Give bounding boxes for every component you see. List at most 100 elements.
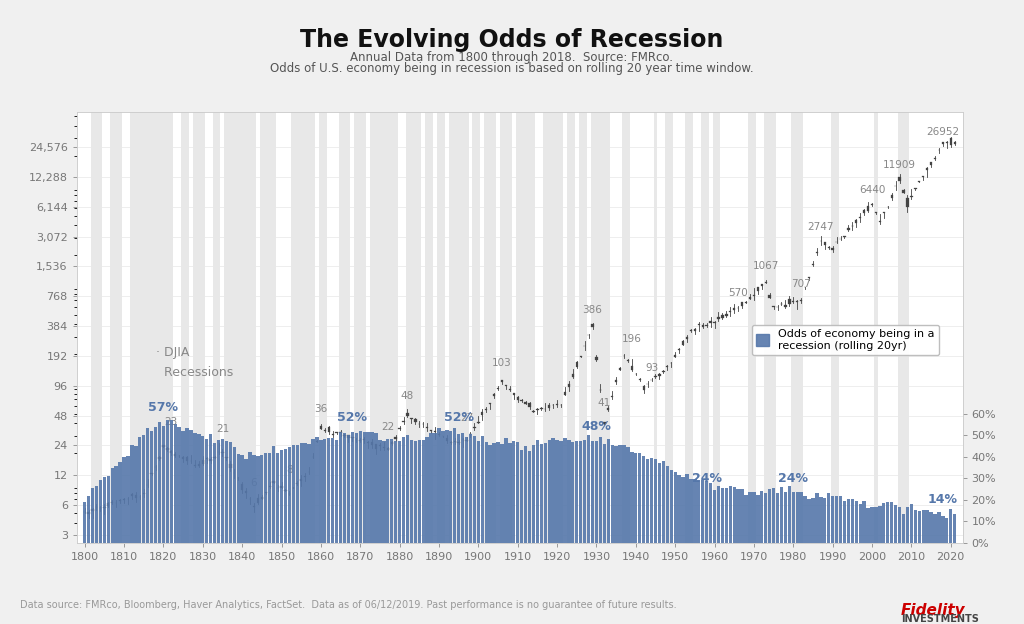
Text: 48%: 48% xyxy=(582,420,611,433)
Bar xyxy=(390,439,393,543)
Bar xyxy=(548,440,551,543)
Bar xyxy=(548,405,550,408)
Bar xyxy=(260,112,267,543)
Bar xyxy=(835,496,839,543)
Bar xyxy=(213,444,216,543)
Text: 6440: 6440 xyxy=(859,185,885,195)
Bar xyxy=(311,439,314,543)
Bar xyxy=(237,112,256,543)
Bar xyxy=(288,447,291,543)
Text: 14%: 14% xyxy=(928,494,957,506)
Bar xyxy=(579,441,583,543)
Bar xyxy=(229,464,231,467)
Bar xyxy=(862,501,866,543)
Bar xyxy=(406,436,410,543)
Text: 21: 21 xyxy=(216,424,229,434)
Bar xyxy=(347,436,349,437)
Bar xyxy=(540,408,543,409)
Bar xyxy=(134,446,137,543)
Bar xyxy=(303,112,315,543)
Bar xyxy=(111,468,114,543)
Bar xyxy=(729,485,732,543)
Bar xyxy=(757,287,759,291)
Bar xyxy=(339,432,342,543)
Bar xyxy=(83,502,86,543)
Text: Odds of U.S. economy being in recession is based on rolling 20 year time window.: Odds of U.S. economy being in recession … xyxy=(270,62,754,76)
Text: 24%: 24% xyxy=(691,472,722,485)
Bar xyxy=(934,158,936,159)
Bar xyxy=(768,295,771,298)
Text: Annual Data from 1800 through 2018.  Source: FMRco.: Annual Data from 1800 through 2018. Sour… xyxy=(350,51,674,64)
Bar xyxy=(410,440,413,543)
Bar xyxy=(780,487,783,543)
Bar xyxy=(221,452,223,453)
Bar xyxy=(158,422,161,543)
Bar xyxy=(284,449,287,543)
Bar xyxy=(253,505,255,507)
Bar xyxy=(784,305,786,307)
Bar xyxy=(375,444,377,449)
Bar xyxy=(898,507,901,543)
Bar xyxy=(701,480,705,543)
Bar xyxy=(866,507,869,543)
Bar xyxy=(909,504,913,543)
Bar xyxy=(154,427,158,543)
Bar xyxy=(913,510,918,543)
Bar xyxy=(930,162,932,165)
Bar xyxy=(367,432,370,543)
Bar xyxy=(141,112,173,543)
Bar xyxy=(839,496,842,543)
Text: 26952: 26952 xyxy=(927,127,959,137)
Bar xyxy=(497,442,500,543)
Bar xyxy=(552,438,555,543)
Bar xyxy=(245,459,248,543)
Bar xyxy=(387,448,389,450)
Bar xyxy=(162,445,165,447)
Bar xyxy=(146,428,150,543)
Bar xyxy=(653,112,657,543)
Bar xyxy=(520,450,523,543)
Bar xyxy=(339,112,350,543)
Bar xyxy=(555,112,563,543)
Bar xyxy=(426,427,428,428)
Bar xyxy=(281,486,283,487)
Bar xyxy=(678,475,681,543)
Bar xyxy=(303,443,307,543)
Bar xyxy=(933,514,937,543)
Bar xyxy=(375,434,378,543)
Bar xyxy=(362,432,366,543)
Bar xyxy=(595,357,598,361)
Bar xyxy=(98,480,102,543)
Bar xyxy=(224,441,228,543)
Bar xyxy=(401,437,406,543)
Bar xyxy=(504,438,508,543)
Bar xyxy=(709,484,713,543)
Bar xyxy=(606,439,610,543)
Bar xyxy=(847,228,850,230)
Bar xyxy=(682,341,684,345)
Bar xyxy=(768,489,771,543)
Bar xyxy=(252,456,256,543)
Bar xyxy=(559,441,563,543)
Bar xyxy=(327,438,331,543)
Bar xyxy=(480,436,484,543)
Bar xyxy=(371,442,373,446)
Bar xyxy=(830,497,835,543)
Legend: Odds of economy being in a
recession (rolling 20yr): Odds of economy being in a recession (ro… xyxy=(752,324,939,355)
Bar xyxy=(130,112,141,543)
Bar xyxy=(571,442,574,543)
Bar xyxy=(437,112,444,543)
Bar xyxy=(657,463,662,543)
Bar xyxy=(354,433,358,543)
Bar xyxy=(638,453,641,543)
Bar xyxy=(540,444,543,543)
Bar xyxy=(189,430,193,543)
Bar xyxy=(700,112,709,543)
Bar xyxy=(324,429,326,431)
Bar xyxy=(567,440,570,543)
Bar xyxy=(926,167,929,170)
Bar xyxy=(335,439,338,543)
Bar xyxy=(760,492,764,543)
Bar xyxy=(744,495,748,543)
Bar xyxy=(851,499,854,543)
